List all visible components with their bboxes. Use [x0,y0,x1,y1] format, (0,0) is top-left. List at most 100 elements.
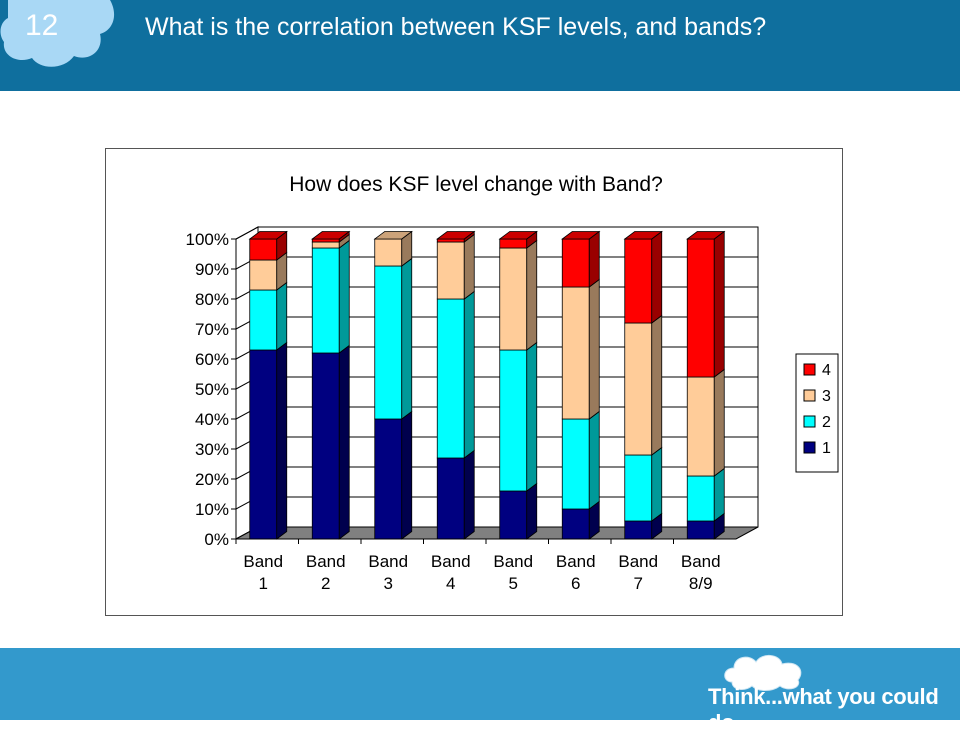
bar-segment-level-1-6 [624,520,653,540]
bar-side-level-3-3 [463,233,475,300]
slide-number: 12 [25,9,59,42]
bar-segment-level-4-7 [686,238,715,378]
slide-title: What is the correlation between KSF leve… [145,13,767,41]
bar-side-level-4-6 [651,230,663,324]
bar-segment-level-2-4 [499,349,528,492]
bar-segment-level-2-0 [249,289,278,351]
bar-top-5 [561,231,601,240]
bar-segment-level-3-7 [686,376,715,477]
y-tick-label: 20% [195,470,229,489]
bar-top-2 [373,231,413,240]
y-tick-label: 70% [195,320,229,339]
bar-segment-level-2-6 [624,454,653,522]
bar-segment-level-3-2 [374,238,403,267]
bar-top-4 [498,231,538,240]
bar-side-level-2-3 [463,290,475,459]
bar-side-level-2-2 [401,257,413,420]
chart-title: How does KSF level change with Band? [289,173,663,196]
x-category-label: 2 [321,574,330,593]
bar-top-1 [311,231,351,240]
legend-swatch-level-3 [803,389,816,402]
bar-side-level-1-4 [526,482,538,540]
bar-top-7 [686,231,726,240]
x-category-label: Band [368,552,408,571]
stacked-bar-chart: How does KSF level change with Band? 0% 1… [186,173,839,593]
bar-side-level-4-5 [588,230,600,288]
bar-segment-level-4-5 [561,238,590,288]
bar-segment-level-3-0 [249,259,278,291]
bar-segment-level-2-5 [561,418,590,510]
bar-side-level-3-7 [713,368,725,477]
y-tick-label: 0% [204,530,229,549]
legend-label-level-1: 1 [822,440,831,457]
bar-side-level-2-1 [338,239,350,354]
bar-side-level-3-5 [588,278,600,420]
y-tick-label: 60% [195,350,229,369]
bar-segment-level-4-0 [249,238,278,261]
bar-side-level-3-6 [651,314,663,456]
bar-side-level-1-1 [338,344,350,540]
bar-segment-level-4-4 [499,238,528,249]
cloud-badge-icon [0,0,115,67]
legend-box [795,353,839,473]
x-category-label: 5 [509,574,518,593]
bar-segment-level-1-0 [249,349,278,540]
tagline: Think...what you could do [708,684,939,735]
bar-side-level-4-7 [713,230,725,378]
legend-label-level-3: 3 [822,388,831,405]
x-category-label: Band [243,552,283,571]
bar-segment-level-1-2 [374,418,403,540]
y-axis: 0% 10% 20% 30% 40% 50% 60% 70% 80% 90% 100% [186,230,237,549]
x-category-label: Band [681,552,721,571]
bar-segment-level-1-5 [561,508,590,540]
bar-segment-level-1-4 [499,490,528,540]
y-tick-label: 90% [195,260,229,279]
bar-segment-level-2-1 [311,247,340,354]
bar-segment-level-4-3 [436,238,465,243]
x-category-label: 7 [634,574,643,593]
bar-segment-level-2-7 [686,475,715,522]
bar-segment-level-3-4 [499,247,528,351]
legend-label-level-2: 2 [822,414,831,431]
legend-label-level-4: 4 [822,362,831,379]
bar-segment-level-3-6 [624,322,653,456]
x-category-label: Band [431,552,471,571]
x-category-label: Band [306,552,346,571]
bar-side-level-3-4 [526,239,538,351]
y-tick-label: 100% [186,230,229,249]
bar-series [248,230,726,540]
thought-cloud-icon [724,655,802,691]
bar-top-6 [623,231,663,240]
bar-side-level-1-0 [276,341,288,540]
x-category-label: 1 [259,574,268,593]
bar-side-level-2-7 [713,467,725,522]
bar-side-level-2-5 [588,410,600,510]
y-tick-label: 30% [195,440,229,459]
bar-segment-level-4-1 [311,238,340,243]
bar-segment-level-1-7 [686,520,715,540]
bar-side-level-2-6 [651,446,663,522]
bar-segment-level-2-2 [374,265,403,420]
bar-segment-level-3-1 [311,241,340,249]
y-tick-label: 10% [195,500,229,519]
y-tick-label: 40% [195,410,229,429]
bar-segment-level-3-3 [436,241,465,300]
legend-swatch-level-4 [803,363,816,376]
x-category-label: Band [493,552,533,571]
x-category-label: 3 [384,574,393,593]
bar-side-level-1-2 [401,410,413,540]
bar-segment-level-3-5 [561,286,590,420]
footer-bar: Think...what you could do [0,648,960,735]
header-bar: 12 What is the correlation between KSF l… [0,0,960,91]
bar-segment-level-4-6 [624,238,653,324]
y-tick-label: 80% [195,290,229,309]
x-axis: Band 1 Band 2 Band 3 Band 4 Band 5 Band 6 Band 7 Band 8… [235,538,736,593]
legend-swatch-level-1 [803,441,816,454]
chart-frame: How does KSF level change with Band? 0% 1… [105,148,843,616]
x-category-label: 8/9 [689,574,713,593]
gridline-side [235,226,259,240]
legend: 4 3 2 1 [795,353,839,473]
bar-top-0 [248,231,288,240]
x-category-label: Band [556,552,596,571]
bar-segment-level-1-3 [436,457,465,540]
